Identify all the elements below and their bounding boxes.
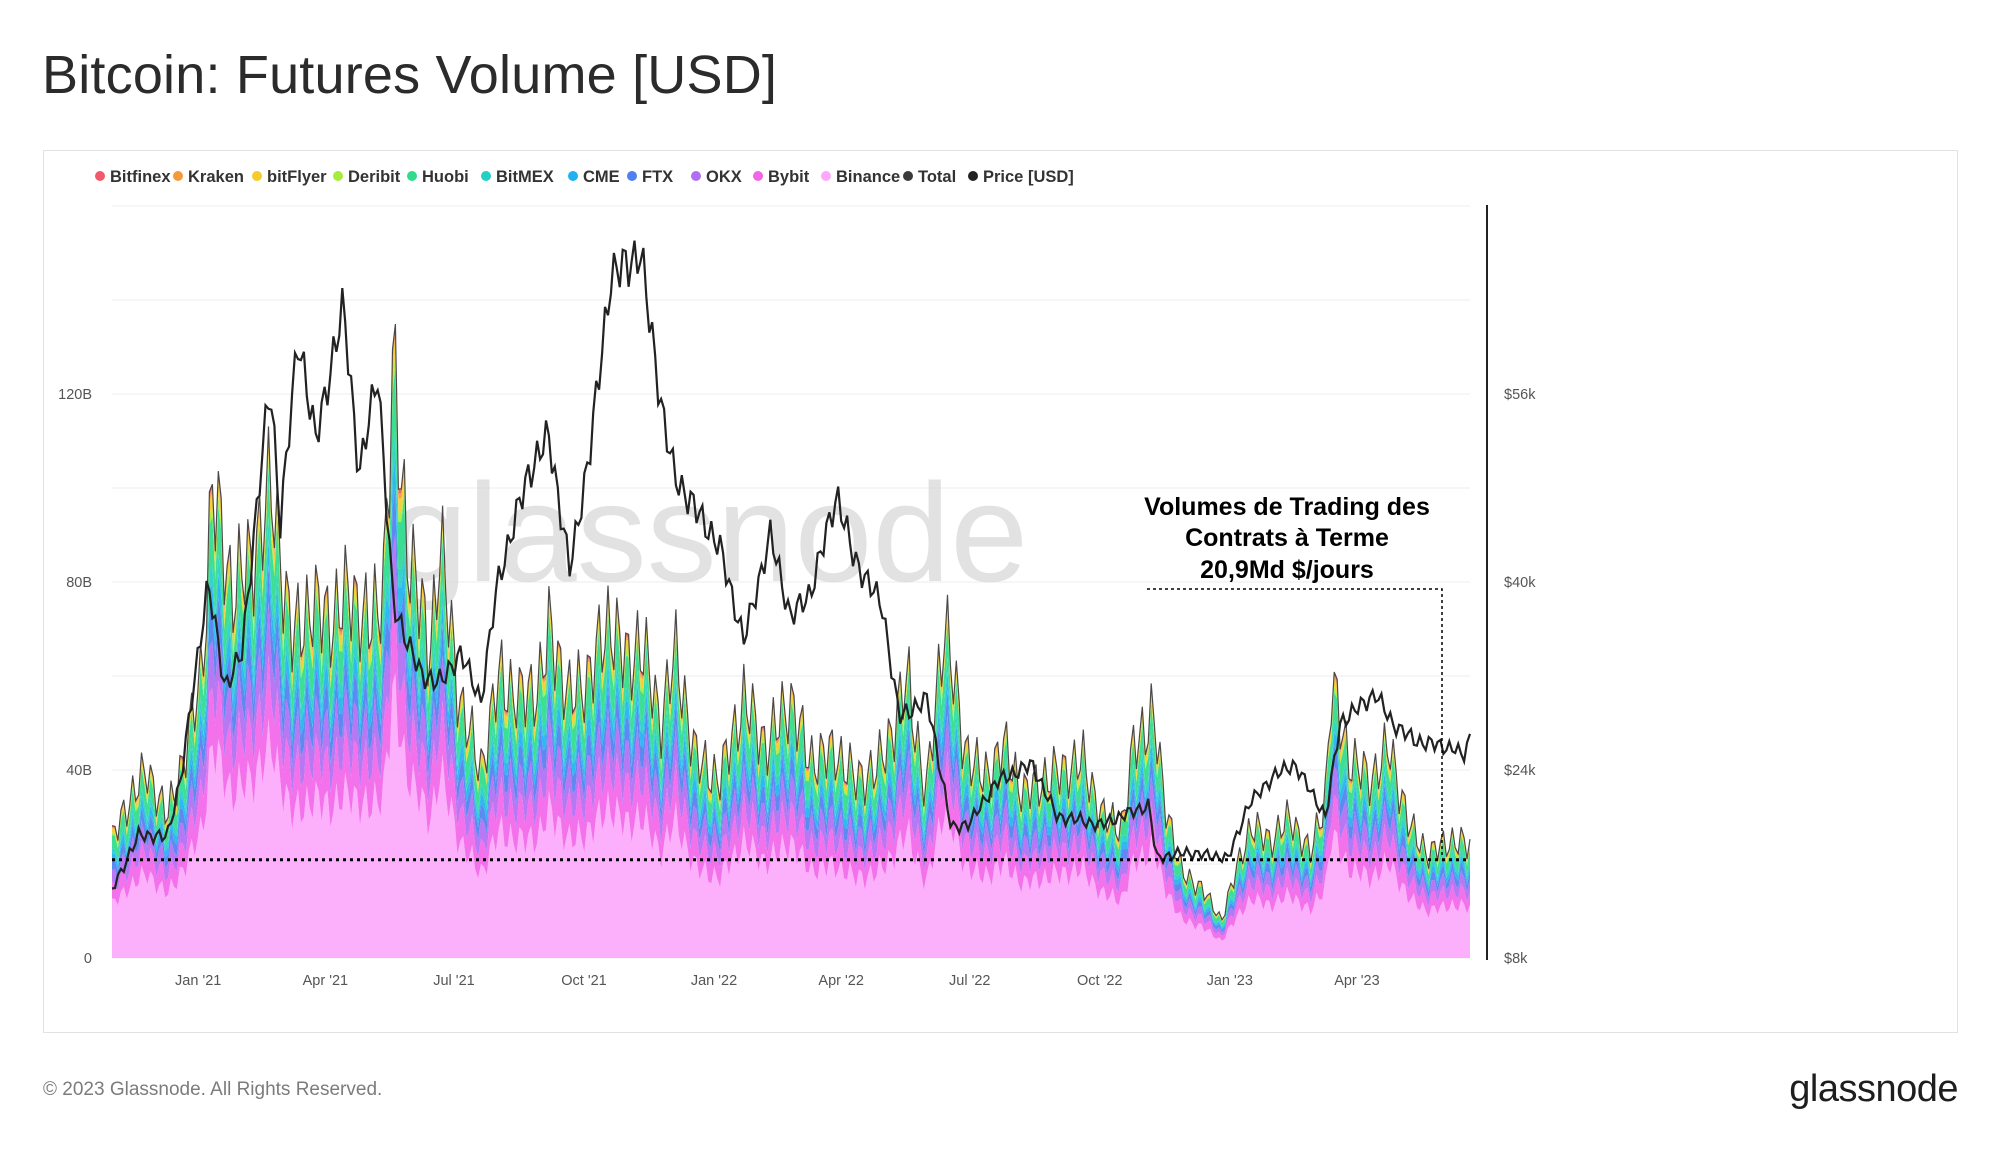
axes: 0 40B 80B 120B $8k $24k $40k $56k Jan '21 Apr '21…	[58, 205, 1536, 989]
legend-swatch	[333, 171, 343, 181]
price-line	[111, 240, 1472, 890]
legend-label: Bitfinex	[110, 168, 171, 186]
legend-item-cme[interactable]: CME	[568, 168, 620, 186]
legend-label: Total	[918, 168, 956, 186]
x-tick-label: Jul '21	[433, 973, 474, 989]
y-left-tick-label: 80B	[66, 575, 92, 591]
legend-swatch	[627, 171, 637, 181]
legend-label: bitFlyer	[267, 168, 327, 186]
x-tick-label: Oct '22	[1077, 973, 1122, 989]
chart-title: Bitcoin: Futures Volume [USD]	[42, 45, 778, 105]
x-tick-label: Jan '22	[691, 973, 737, 989]
lines	[111, 240, 1472, 922]
y-left-tick-label: 40B	[66, 763, 92, 779]
x-tick-label: Jan '21	[175, 973, 221, 989]
legend-label: BitMEX	[496, 168, 554, 186]
legend-label: Binance	[836, 168, 900, 186]
copyright-text: © 2023 Glassnode. All Rights Reserved.	[43, 1079, 383, 1100]
legend-swatch	[173, 171, 183, 181]
total-line	[111, 323, 1471, 922]
legend[interactable]: Bitfinex Kraken bitFlyer Deribit Huobi BitMEX…	[95, 168, 1074, 186]
x-tick-label: Apr '21	[303, 973, 349, 989]
annotation-text-line: 20,9Md $/jours	[1200, 556, 1374, 584]
legend-swatch	[407, 171, 417, 181]
legend-label: FTX	[642, 168, 673, 186]
annotation-text-line: Volumes de Trading des	[1144, 493, 1430, 521]
legend-item-total[interactable]: Total	[903, 168, 956, 186]
legend-label: Price [USD]	[983, 168, 1074, 186]
x-tick-label: Apr '23	[1334, 973, 1380, 989]
legend-item-binance[interactable]: Binance	[821, 168, 900, 186]
legend-swatch	[481, 171, 491, 181]
glassnode-logo[interactable]: glassnode	[1789, 1068, 1958, 1110]
chart-panel: Bitfinex Kraken bitFlyer Deribit Huobi BitMEX…	[43, 150, 1958, 1033]
legend-swatch	[568, 171, 578, 181]
area-binance	[112, 672, 1470, 958]
legend-swatch	[903, 171, 913, 181]
annotation: Volumes de Trading des Contrats à Terme 20…	[1144, 493, 1443, 856]
legend-label: Deribit	[348, 168, 401, 186]
legend-label: Huobi	[422, 168, 469, 186]
legend-item-price-usd[interactable]: Price [USD]	[968, 168, 1074, 186]
x-tick-label: Oct '21	[561, 973, 606, 989]
x-tick-label: Apr '22	[818, 973, 864, 989]
futures-volume-chart: Bitfinex Kraken bitFlyer Deribit Huobi BitMEX…	[58, 168, 1536, 989]
annotation-leader-line	[1147, 588, 1443, 856]
area-bybit	[112, 596, 1470, 941]
x-tick-label: Jan '23	[1207, 973, 1253, 989]
annotation-text-line: Contrats à Terme	[1185, 524, 1389, 552]
legend-item-ftx[interactable]: FTX	[627, 168, 673, 186]
y-right-tick-label: $24k	[1504, 763, 1536, 779]
legend-label: CME	[583, 168, 620, 186]
y-left-tick-label: 120B	[58, 387, 92, 403]
legend-swatch	[252, 171, 262, 181]
legend-swatch	[968, 171, 978, 181]
legend-item-okx[interactable]: OKX	[691, 168, 742, 186]
legend-item-deribit[interactable]: Deribit	[333, 168, 401, 186]
legend-label: Kraken	[188, 168, 244, 186]
legend-swatch	[753, 171, 763, 181]
legend-item-huobi[interactable]: Huobi	[407, 168, 469, 186]
legend-label: Bybit	[768, 168, 810, 186]
y-right-tick-label: $56k	[1504, 387, 1536, 403]
legend-label: OKX	[706, 168, 742, 186]
area-okx	[112, 533, 1470, 937]
legend-item-bitfinex[interactable]: Bitfinex	[95, 168, 171, 186]
legend-item-bitflyer[interactable]: bitFlyer	[252, 168, 327, 186]
y-left-tick-label: 0	[84, 951, 92, 967]
legend-swatch	[691, 171, 701, 181]
y-right-tick-label: $8k	[1504, 951, 1528, 967]
legend-swatch	[95, 171, 105, 181]
legend-item-bybit[interactable]: Bybit	[753, 168, 810, 186]
legend-item-bitmex[interactable]: BitMEX	[481, 168, 554, 186]
y-right-tick-label: $40k	[1504, 575, 1536, 591]
legend-swatch	[821, 171, 831, 181]
volume-stacked-areas	[112, 324, 1470, 958]
x-tick-label: Jul '22	[949, 973, 990, 989]
legend-item-kraken[interactable]: Kraken	[173, 168, 244, 186]
